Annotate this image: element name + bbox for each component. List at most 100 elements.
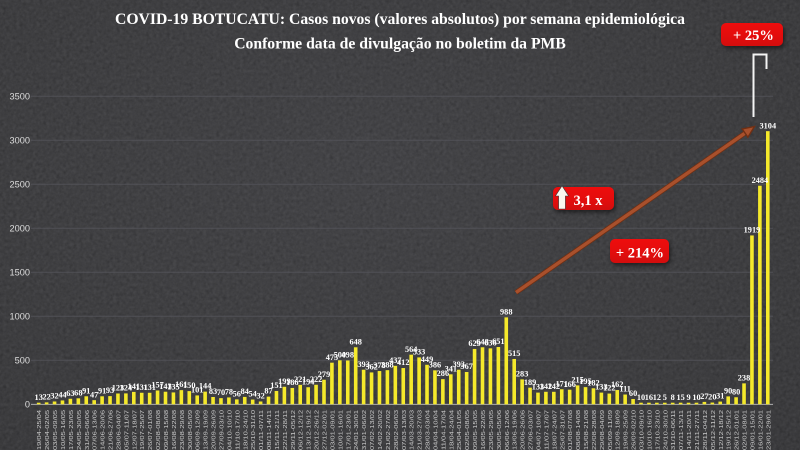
- svg-text:80: 80: [732, 387, 740, 396]
- svg-text:27/09-03/10: 27/09-03/10: [219, 409, 225, 450]
- svg-text:13/06-19/06: 13/06-19/06: [512, 409, 518, 450]
- svg-text:02/08-08/08: 02/08-08/08: [156, 409, 162, 450]
- svg-text:222: 222: [310, 375, 322, 384]
- svg-text:144: 144: [199, 382, 211, 391]
- svg-text:533: 533: [413, 348, 425, 357]
- svg-text:26/12-01/01: 26/12-01/01: [734, 409, 740, 450]
- svg-text:05/09-11/09: 05/09-11/09: [607, 409, 613, 450]
- svg-text:19/04-25/04: 19/04-25/04: [37, 409, 43, 450]
- svg-text:01/08-07/08: 01/08-07/08: [568, 409, 574, 450]
- svg-text:124: 124: [120, 383, 132, 392]
- svg-text:COVID-19 BOTUCATU: Casos novos: COVID-19 BOTUCATU: Casos novos (valores …: [115, 11, 685, 28]
- svg-text:10/01-16/01: 10/01-16/01: [338, 409, 344, 450]
- svg-text:12/07-18/07: 12/07-18/07: [132, 409, 138, 450]
- svg-text:8: 8: [671, 393, 675, 402]
- svg-text:388: 388: [381, 360, 393, 369]
- svg-text:20/12-26/12: 20/12-26/12: [314, 409, 320, 450]
- svg-text:3104: 3104: [760, 121, 777, 130]
- svg-text:83: 83: [209, 387, 217, 396]
- svg-text:90: 90: [724, 386, 732, 395]
- svg-text:162: 162: [611, 380, 623, 389]
- svg-text:05/07-11/07: 05/07-11/07: [124, 409, 130, 450]
- svg-text:10/10-16/10: 10/10-16/10: [647, 409, 653, 450]
- svg-text:393: 393: [357, 360, 369, 369]
- svg-text:32: 32: [50, 392, 58, 401]
- svg-text:+ 25%: + 25%: [733, 28, 774, 44]
- svg-text:135: 135: [167, 383, 179, 392]
- svg-text:06/06-12/06: 06/06-12/06: [504, 409, 510, 450]
- svg-text:195: 195: [579, 377, 591, 386]
- svg-text:08/11-14/11: 08/11-14/11: [267, 409, 273, 450]
- svg-text:142: 142: [548, 382, 560, 391]
- svg-text:84: 84: [241, 387, 249, 396]
- svg-text:21/02-27/02: 21/02-27/02: [385, 409, 391, 450]
- svg-text:5: 5: [663, 393, 667, 402]
- svg-text:56: 56: [233, 389, 241, 398]
- svg-text:07/03-13/03: 07/03-13/03: [401, 409, 407, 450]
- svg-text:12: 12: [653, 393, 661, 402]
- svg-text:07/02-13/02: 07/02-13/02: [370, 409, 376, 450]
- svg-text:06/09-12/09: 06/09-12/09: [195, 409, 201, 450]
- svg-text:23/08-29/08: 23/08-29/08: [179, 409, 185, 450]
- svg-text:22/11-28/11: 22/11-28/11: [282, 409, 288, 450]
- svg-text:19/09-25/09: 19/09-25/09: [623, 409, 629, 450]
- svg-text:1500: 1500: [10, 267, 30, 277]
- svg-text:564: 564: [405, 345, 417, 354]
- svg-text:29/11-05/12: 29/11-05/12: [290, 409, 296, 450]
- svg-text:378: 378: [373, 361, 385, 370]
- svg-text:14/03-20/03: 14/03-20/03: [409, 409, 415, 450]
- svg-text:1000: 1000: [10, 311, 30, 321]
- svg-text:44: 44: [58, 391, 66, 400]
- svg-text:648: 648: [349, 337, 361, 346]
- svg-text:215: 215: [571, 375, 583, 384]
- svg-text:161: 161: [175, 380, 187, 389]
- svg-text:636: 636: [484, 338, 496, 347]
- svg-text:22: 22: [42, 392, 50, 401]
- svg-text:63: 63: [66, 389, 74, 398]
- svg-text:27/12-02/01: 27/12-02/01: [322, 409, 328, 450]
- svg-text:18/10-24/10: 18/10-24/10: [243, 409, 249, 450]
- svg-text:01/11-07/11: 01/11-07/11: [259, 409, 265, 450]
- svg-text:06/12-12/12: 06/12-12/12: [298, 409, 304, 450]
- svg-text:14/02-20/02: 14/02-20/02: [377, 409, 383, 450]
- svg-text:Conforme data de divulgação no: Conforme data de divulgação no boletim d…: [234, 35, 566, 52]
- svg-text:19/07-25/07: 19/07-25/07: [140, 409, 146, 450]
- svg-text:17/05-23/05: 17/05-23/05: [68, 409, 74, 450]
- svg-text:142: 142: [540, 382, 552, 391]
- svg-text:133: 133: [532, 383, 544, 392]
- svg-text:31/01-06/02: 31/01-06/02: [362, 409, 368, 450]
- svg-text:03/10-09/10: 03/10-09/10: [639, 409, 645, 450]
- svg-text:20/09-26/09: 20/09-26/09: [211, 409, 217, 450]
- svg-text:143: 143: [159, 382, 171, 391]
- svg-text:23/05-29/05: 23/05-29/05: [488, 409, 494, 450]
- svg-text:16/05-22/05: 16/05-22/05: [481, 409, 487, 450]
- svg-text:26/04-02/05: 26/04-02/05: [45, 409, 51, 450]
- svg-text:194: 194: [302, 377, 314, 386]
- svg-text:78: 78: [225, 388, 233, 397]
- svg-text:16: 16: [645, 393, 653, 402]
- svg-text:157: 157: [151, 381, 163, 390]
- svg-text:21/03-27/03: 21/03-27/03: [417, 409, 423, 450]
- svg-text:25/07-31/07: 25/07-31/07: [560, 409, 566, 450]
- svg-text:141: 141: [128, 382, 140, 391]
- svg-text:03/01-09/01: 03/01-09/01: [330, 409, 336, 450]
- svg-text:70: 70: [217, 388, 225, 397]
- svg-text:27: 27: [700, 392, 708, 401]
- svg-text:122: 122: [603, 384, 615, 393]
- svg-text:9: 9: [686, 393, 690, 402]
- svg-text:15/11-21/11: 15/11-21/11: [274, 409, 280, 450]
- svg-text:30/05-05/06: 30/05-05/06: [496, 409, 502, 450]
- svg-text:28/11-04/12: 28/11-04/12: [702, 409, 708, 450]
- svg-text:3500: 3500: [10, 91, 30, 101]
- svg-text:09/01-15/01: 09/01-15/01: [750, 409, 756, 450]
- svg-text:25/10-31/10: 25/10-31/10: [251, 409, 257, 450]
- svg-text:13: 13: [35, 393, 43, 402]
- svg-text:24/10-30/10: 24/10-30/10: [663, 409, 669, 450]
- svg-text:150: 150: [183, 381, 195, 390]
- svg-text:18/04-24/04: 18/04-24/04: [449, 409, 455, 450]
- svg-text:04/07-10/07: 04/07-10/07: [536, 409, 542, 450]
- svg-text:133: 133: [595, 383, 607, 392]
- svg-text:131: 131: [135, 383, 147, 392]
- svg-text:21/06-27/06: 21/06-27/06: [108, 409, 114, 450]
- svg-text:11/04-17/04: 11/04-17/04: [441, 409, 447, 450]
